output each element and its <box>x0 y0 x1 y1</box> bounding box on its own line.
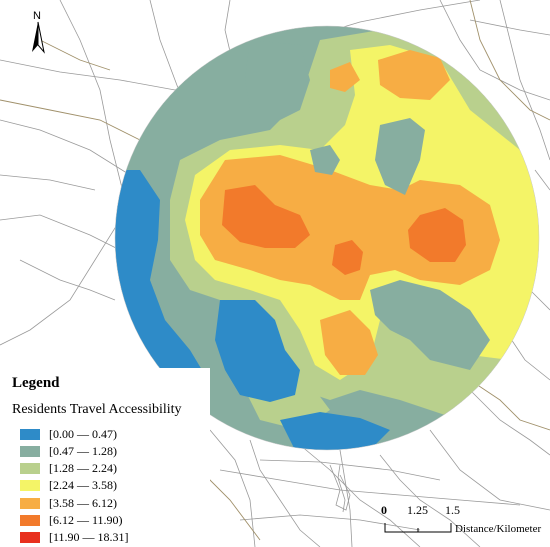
legend-swatch <box>20 463 40 475</box>
scale-tick-1: 1.25 <box>407 503 428 517</box>
legend-swatch <box>20 515 40 526</box>
north-arrow-icon <box>32 21 45 54</box>
legend-label: [11.90 — 18.31] <box>49 530 129 545</box>
legend-item: [1.28 — 2.24) <box>20 461 117 476</box>
legend-item: [6.12 — 11.90) <box>20 513 123 528</box>
scale-tick-2: 1.5 <box>445 503 460 517</box>
legend-item: [11.90 — 18.31] <box>20 530 129 545</box>
north-label: N <box>33 10 41 22</box>
legend-swatch <box>20 445 40 457</box>
scale-tick-0: 0 <box>381 503 387 517</box>
legend-swatch <box>20 480 40 492</box>
legend-label: [0.00 — 0.47) <box>49 426 117 441</box>
legend-item: [0.47 — 1.28) <box>20 444 117 458</box>
scale-bar-graphic <box>384 523 452 533</box>
legend-item: [3.58 — 6.12) <box>20 496 117 510</box>
accessibility-surface <box>115 26 539 450</box>
scale-unit-label: Distance/Kilometer <box>455 523 542 535</box>
legend-swatch <box>20 497 40 509</box>
legend-swatch <box>20 532 40 544</box>
legend-item: [0.00 — 0.47) <box>20 427 117 441</box>
legend-label: [3.58 — 6.12) <box>49 495 117 510</box>
legend-subtitle: Residents Travel Accessibility <box>12 402 182 417</box>
legend-swatch <box>20 428 40 440</box>
legend-label: [1.28 — 2.24) <box>49 461 117 476</box>
scale-bar: 0 1.25 1.5 Distance/Kilometer <box>381 503 543 539</box>
legend-label: [0.47 — 1.28) <box>49 443 117 458</box>
legend-label: [6.12 — 11.90) <box>49 513 123 527</box>
legend-item: [2.24 — 3.58) <box>20 478 117 493</box>
legend-label: [2.24 — 3.58) <box>49 478 117 493</box>
legend-title: Legend <box>12 375 60 391</box>
